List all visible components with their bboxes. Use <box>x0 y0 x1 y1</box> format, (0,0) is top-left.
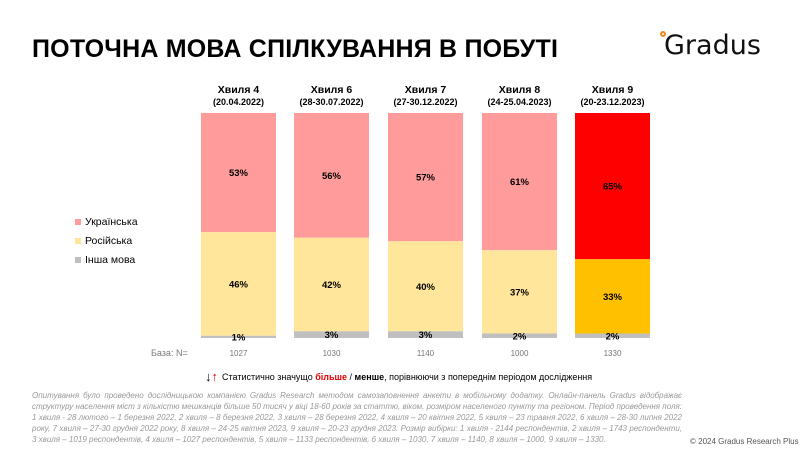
bar-segment <box>482 113 557 251</box>
legend: Українська Російська Інша мова <box>75 212 138 269</box>
wave-date: (27-30.12.2022) <box>393 97 458 107</box>
data-label: 53% <box>229 168 249 179</box>
bar-segment <box>482 333 557 338</box>
category-header: Хвиля 7 (27-30.12.2022) <box>371 84 481 107</box>
data-label: 2% <box>513 331 527 342</box>
bar-segment <box>575 259 650 334</box>
data-label: 57% <box>416 173 436 184</box>
category-header: Хвиля 9 (20-23.12.2023) <box>558 84 668 107</box>
base-n-value: 1330 <box>603 349 622 358</box>
category-header: Хвиля 6 (28-30.07.2022) <box>277 84 387 107</box>
legend-swatch <box>75 218 81 225</box>
significance-note: ↓ ↑ Статистично значущо більше / менше, п… <box>205 369 592 384</box>
legend-item-other: Інша мова <box>75 250 138 269</box>
legend-item-russian: Російська <box>75 231 138 250</box>
wave-date: (20-23.12.2023) <box>580 97 645 107</box>
legend-label: Російська <box>85 234 133 247</box>
arrow-down-icon: ↓ <box>205 369 212 384</box>
bar-segment <box>388 241 463 332</box>
sig-less: менше <box>354 371 385 382</box>
wave-label: Хвиля 6 <box>310 84 353 96</box>
logo-dot-icon <box>660 31 666 37</box>
gradus-logo: Gradus <box>660 30 761 61</box>
data-label: 33% <box>603 292 623 303</box>
legend-item-ukrainian: Українська <box>75 212 138 231</box>
sig-more: більше <box>315 371 348 382</box>
wave-label: Хвиля 7 <box>404 84 447 96</box>
bar-segment <box>482 250 557 334</box>
wave-label: Хвиля 9 <box>591 84 634 96</box>
bar-segment <box>294 237 369 332</box>
data-label: 61% <box>510 177 530 188</box>
page-title: ПОТОЧНА МОВА СПІЛКУВАННЯ В ПОБУТІ <box>32 35 559 63</box>
base-n-value: 1140 <box>416 349 435 358</box>
wave-label: Хвиля 4 <box>217 84 260 96</box>
category-header: Хвиля 8 (24-25.04.2023) <box>465 84 575 107</box>
data-label: 1% <box>232 332 246 343</box>
data-label: 56% <box>322 171 342 182</box>
wave-date: (20.04.2022) <box>212 97 265 107</box>
data-label: 37% <box>510 287 530 298</box>
logo-text: Gradus <box>664 30 761 61</box>
wave-date: (24-25.04.2023) <box>487 97 552 107</box>
sig-prefix: Статистично значущо <box>222 371 316 382</box>
bar-segment <box>201 232 276 336</box>
data-label: 2% <box>606 331 620 342</box>
bar-segment <box>201 113 276 233</box>
data-label: 3% <box>325 330 339 341</box>
data-label: 46% <box>229 280 249 291</box>
category-header: Хвиля 4 (20.04.2022) <box>184 84 294 107</box>
data-label: 42% <box>322 280 342 291</box>
sig-sep: / <box>347 371 355 382</box>
legend-label: Українська <box>85 215 138 228</box>
copyright: © 2024 Gradus Research Plus <box>690 437 799 446</box>
base-n-value: 1027 <box>229 349 248 358</box>
wave-label: Хвиля 8 <box>498 84 541 96</box>
data-label: 40% <box>416 282 436 293</box>
bar-segment <box>575 113 650 260</box>
bar-segment <box>294 113 369 238</box>
methodology-note: Опитування було проведено дослідницькою … <box>32 391 682 444</box>
arrow-up-icon: ↑ <box>211 369 219 384</box>
bar-segment <box>201 335 276 338</box>
bar-segment <box>388 331 463 338</box>
bar-segment <box>388 113 463 242</box>
base-n-value: 1030 <box>322 349 341 358</box>
base-n-value: 1000 <box>510 349 529 358</box>
legend-swatch <box>75 237 81 244</box>
sig-suffix: , порівнюючи з попереднім періодом дослі… <box>384 371 593 382</box>
data-label: 3% <box>419 330 433 341</box>
bar-segment <box>294 331 369 338</box>
data-label: 65% <box>603 182 623 193</box>
wave-date: (28-30.07.2022) <box>299 97 364 107</box>
bar-segment <box>575 333 650 338</box>
legend-label: Інша мова <box>85 253 136 266</box>
base-label: База: N= <box>151 348 188 358</box>
legend-swatch <box>75 256 81 263</box>
